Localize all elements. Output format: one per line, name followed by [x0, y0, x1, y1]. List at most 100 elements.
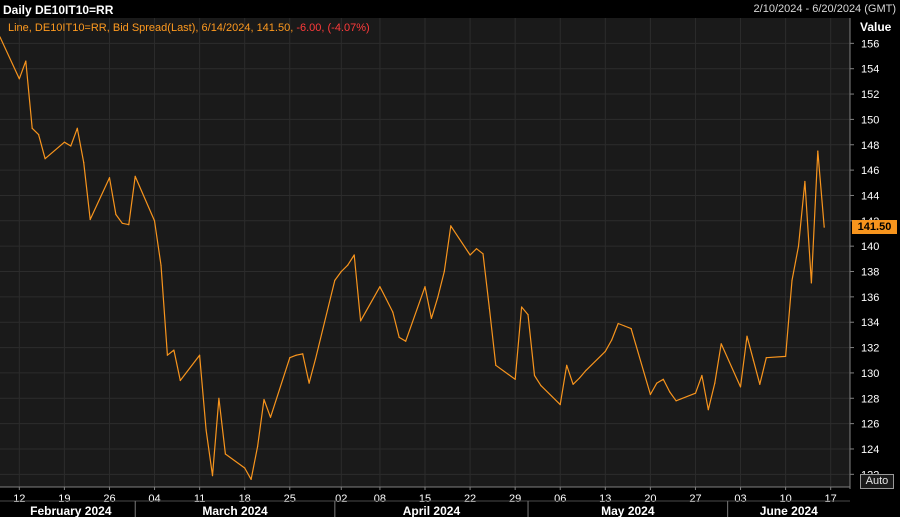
- y-tick-label: 148: [861, 140, 879, 152]
- data-point: [585, 369, 587, 371]
- data-point: [76, 127, 78, 129]
- data-point: [488, 307, 490, 309]
- data-point: [18, 78, 20, 80]
- data-point: [263, 398, 265, 401]
- data-point: [308, 382, 310, 384]
- data-point: [443, 270, 445, 273]
- y-tick-label: 154: [861, 64, 879, 76]
- auto-scale-button[interactable]: Auto: [860, 474, 894, 489]
- data-point: [379, 286, 381, 288]
- data-point: [469, 254, 471, 256]
- data-point: [128, 224, 130, 226]
- data-point: [533, 374, 536, 377]
- data-point: [224, 453, 226, 455]
- y-tick-label: 136: [861, 292, 879, 304]
- x-gridlines: [18, 18, 832, 487]
- month-axis: February 2024 March 2024 April 2024 May 202…: [0, 500, 850, 517]
- data-point: [611, 339, 613, 341]
- data-point: [289, 357, 291, 359]
- data-point: [791, 279, 793, 281]
- data-point: [810, 282, 813, 284]
- y-tick-label: 140: [861, 241, 879, 253]
- data-point: [804, 180, 806, 183]
- data-point: [424, 286, 426, 288]
- data-point: [0, 36, 1, 38]
- data-point: [405, 340, 407, 342]
- data-point: [527, 314, 529, 316]
- data-point: [269, 416, 272, 418]
- data-point: [392, 311, 394, 313]
- data-point: [244, 467, 246, 469]
- x-tick-label: 11: [194, 493, 205, 505]
- data-point: [739, 386, 742, 388]
- data-point: [759, 383, 761, 385]
- data-point: [817, 150, 819, 152]
- y-tick-label: 138: [861, 267, 879, 279]
- x-tick-label: 22: [464, 493, 476, 505]
- data-point: [450, 225, 452, 227]
- data-point: [31, 127, 33, 129]
- month-label: April 2024: [403, 504, 461, 517]
- data-point: [199, 354, 201, 356]
- data-point: [765, 357, 767, 359]
- chart-title: Daily DE10IT10=RR: [3, 3, 114, 17]
- data-point: [482, 253, 484, 255]
- data-point: [604, 350, 606, 352]
- x-tick-label: 15: [419, 493, 431, 505]
- data-point: [173, 349, 175, 351]
- data-point: [340, 270, 342, 273]
- data-point: [353, 254, 355, 256]
- data-point: [720, 343, 722, 345]
- data-point: [160, 264, 162, 266]
- data-point: [166, 354, 168, 356]
- data-point: [714, 382, 716, 384]
- data-point: [746, 335, 748, 337]
- data-point: [669, 391, 671, 393]
- x-tick-label: 02: [335, 493, 347, 505]
- data-point: [398, 336, 400, 338]
- data-point: [347, 264, 349, 266]
- x-tick-label: 08: [374, 493, 386, 505]
- x-tick-label: 20: [644, 493, 656, 505]
- x-tick-label: 27: [689, 493, 701, 505]
- data-point: [617, 322, 619, 325]
- x-tick-label: 26: [103, 493, 115, 505]
- data-point: [218, 397, 220, 399]
- x-tick-label: 18: [239, 493, 251, 505]
- data-point: [675, 400, 677, 402]
- y-tick-label: 134: [861, 317, 879, 329]
- value-axis-title: Value: [860, 20, 892, 34]
- data-point: [662, 378, 664, 380]
- data-point: [314, 358, 317, 360]
- data-point: [559, 404, 561, 406]
- date-range: 2/10/2024 - 6/20/2024 (GMT): [753, 3, 896, 15]
- y-tick-label: 156: [861, 38, 879, 50]
- data-point: [495, 364, 497, 366]
- data-point: [785, 355, 787, 357]
- data-point: [360, 320, 362, 322]
- x-tick-label: 13: [599, 493, 611, 505]
- last-value-tag: 141.50: [852, 220, 897, 235]
- y-axis: 1221241261281301321341361381401421441461…: [849, 18, 879, 489]
- data-point: [752, 359, 755, 361]
- legend-line-text: Line, DE10IT10=RR, Bid Spread(Last), 6/1…: [8, 22, 294, 34]
- x-tick-label: 12: [13, 493, 25, 505]
- data-point: [578, 377, 581, 379]
- data-point: [83, 161, 85, 164]
- y-tick-label: 124: [861, 444, 879, 456]
- y-tick-label: 150: [861, 114, 879, 126]
- series-legend: Line, DE10IT10=RR, Bid Spread(Last), 6/1…: [8, 22, 370, 34]
- x-tick-label: 17: [825, 493, 837, 505]
- month-label: June 2024: [760, 504, 818, 517]
- data-point: [475, 248, 478, 250]
- data-point: [179, 379, 181, 382]
- y-tick-label: 144: [861, 190, 879, 202]
- data-point: [514, 378, 516, 380]
- series-points: [0, 36, 825, 480]
- month-label: May 2024: [601, 504, 655, 517]
- data-point: [437, 296, 439, 298]
- x-tick-label: 03: [734, 493, 746, 505]
- data-point: [572, 383, 574, 385]
- data-point: [797, 245, 800, 247]
